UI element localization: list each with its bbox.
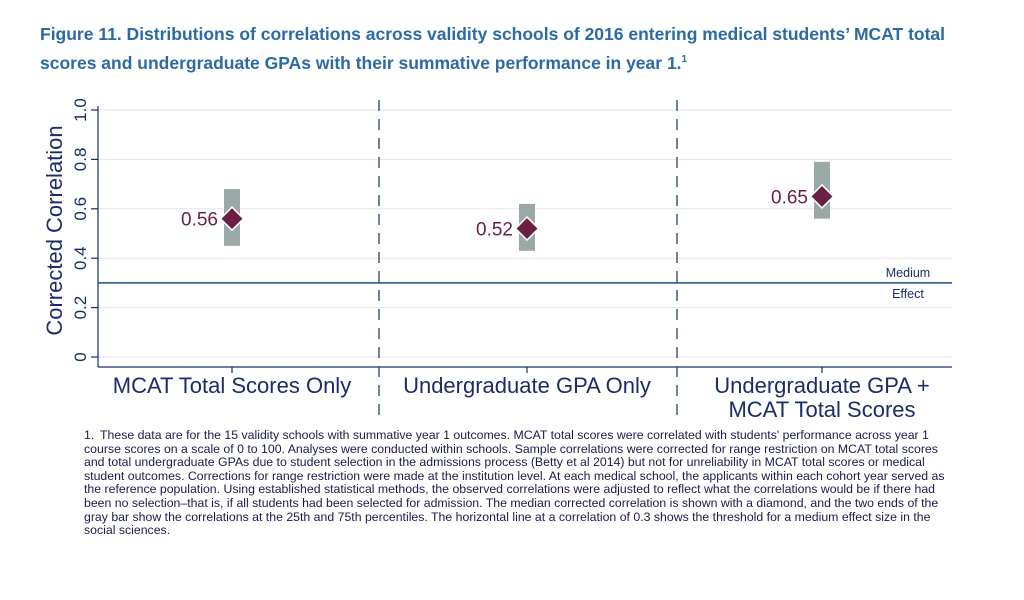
category-label-2-line-0: Undergraduate GPA +	[714, 373, 929, 398]
footnote: 1. These data are for the 15 validity sch…	[84, 428, 954, 538]
footnote-number: 1.	[84, 428, 95, 442]
category-label-2-line-1: MCAT Total Scores	[728, 397, 915, 422]
median-diamond-0	[219, 206, 245, 232]
footnote-text: These data are for the 15 validity schoo…	[84, 428, 945, 538]
median-label-2: 0.65	[771, 187, 808, 208]
y-axis-title: Corrected Correlation	[42, 125, 67, 335]
category-label-0-line-0: MCAT Total Scores Only	[113, 373, 351, 398]
median-diamond-1	[514, 215, 540, 242]
reference-line-label-top: Medium	[886, 266, 930, 280]
median-label-1: 0.52	[476, 220, 513, 241]
figure-title-footnote-ref: 1	[681, 54, 688, 65]
y-tick-label-5: 1.0	[71, 98, 90, 122]
figure-title: Figure 11. Distributions of correlations…	[40, 22, 1000, 76]
y-tick-label-1: 0.2	[71, 296, 90, 320]
category-label-1-line-0: Undergraduate GPA Only	[403, 373, 651, 398]
reference-line-label-bottom: Effect	[892, 287, 924, 301]
y-tick-label-4: 0.8	[71, 148, 90, 172]
median-label-0: 0.56	[181, 210, 218, 231]
y-tick-label-3: 0.6	[71, 197, 90, 221]
figure-title-text: Figure 11. Distributions of correlations…	[40, 24, 946, 73]
median-diamond-2	[809, 183, 835, 210]
y-tick-label-0: 0	[71, 352, 90, 361]
y-tick-label-2: 0.4	[71, 246, 90, 270]
